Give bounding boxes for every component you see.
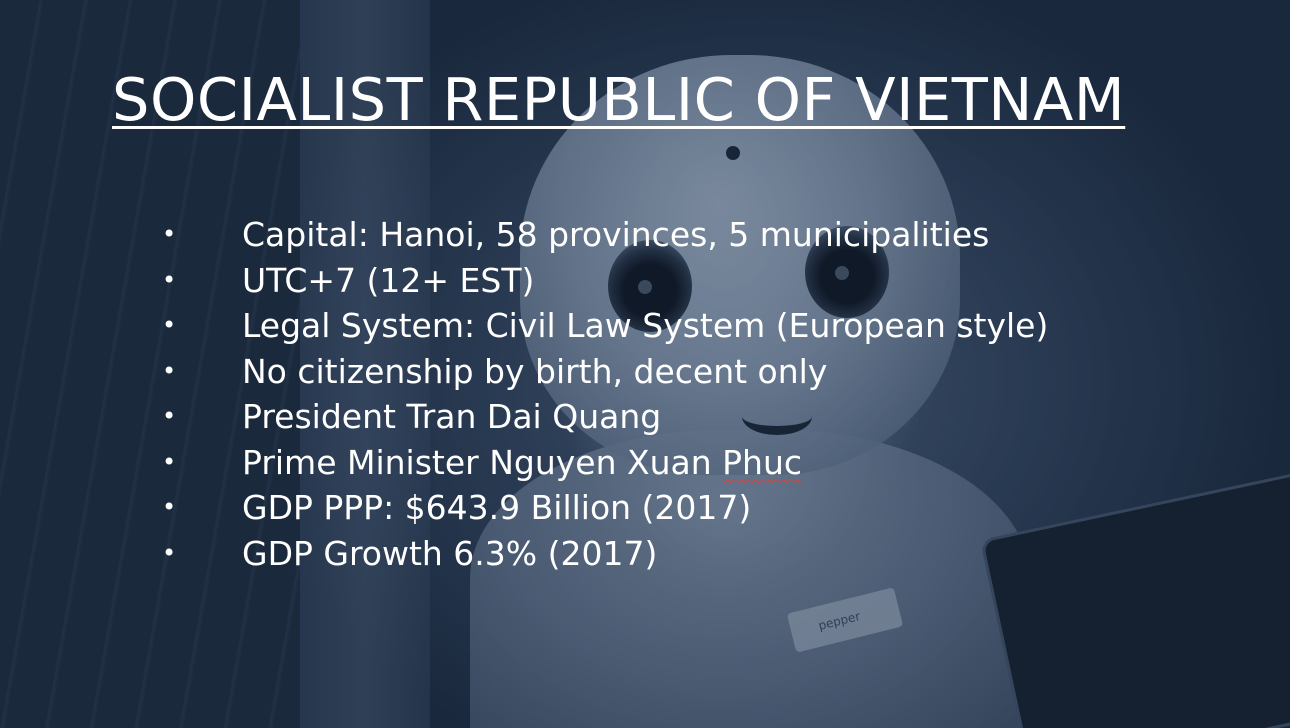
bullet-icon: • (162, 356, 177, 385)
bullet-text: GDP PPP: $643.9 Billion (2017) (242, 488, 752, 527)
background-wall (0, 0, 300, 728)
bullet-icon: • (162, 538, 177, 567)
bullet-item: • UTC+7 (12+ EST) (162, 258, 1048, 304)
background-robot-body (470, 430, 1030, 728)
bullet-icon: • (162, 447, 177, 476)
bullet-item: • President Tran Dai Quang (162, 394, 1048, 440)
bullet-list: • Capital: Hanoi, 58 provinces, 5 munici… (162, 212, 1048, 576)
bullet-text-main: Prime Minister Nguyen Xuan (242, 442, 723, 482)
bullet-text: President Tran Dai Quang (242, 397, 662, 436)
bullet-icon: • (162, 220, 177, 248)
bullet-item: • No citizenship by birth, decent only (162, 349, 1048, 395)
bullet-icon: • (162, 493, 177, 521)
robot-sensor (726, 146, 740, 160)
bullet-text: UTC+7 (12+ EST) (242, 260, 535, 300)
bullet-item: • GDP Growth 6.3% (2017) (162, 531, 1048, 577)
background-door-frame (300, 0, 430, 728)
bullet-text: Capital: Hanoi, 58 provinces, 5 municipa… (242, 215, 990, 254)
bullet-icon: • (162, 265, 177, 294)
spellcheck-flagged-word[interactable]: Phuc (722, 442, 803, 482)
bullet-text: Legal System: Civil Law System (European… (242, 306, 1049, 345)
robot-mouth (742, 398, 812, 435)
bullet-item: • Prime Minister Nguyen Xuan Phuc (162, 440, 1048, 486)
bullet-text: Prime Minister Nguyen Xuan Phuc (242, 440, 802, 486)
slide-title: SOCIALIST REPUBLIC OF VIETNAM (112, 65, 1126, 134)
bullet-icon: • (162, 402, 177, 430)
robot-right-eye (805, 226, 889, 318)
bullet-item: • Legal System: Civil Law System (Europe… (162, 303, 1048, 349)
bullet-item: • GDP PPP: $643.9 Billion (2017) (162, 485, 1048, 531)
bullet-item: • Capital: Hanoi, 58 provinces, 5 munici… (162, 212, 1048, 258)
robot-left-eye (608, 240, 692, 332)
bullet-text: No citizenship by birth, decent only (242, 351, 828, 391)
bullet-text: GDP Growth 6.3% (2017) (242, 533, 658, 573)
bullet-icon: • (162, 311, 177, 339)
